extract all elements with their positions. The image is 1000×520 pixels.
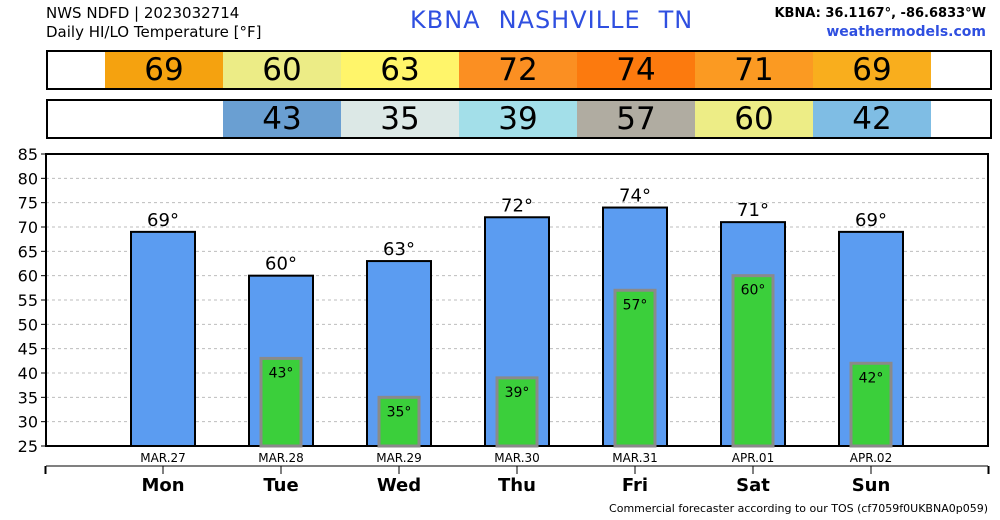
high-bar-label: 71° xyxy=(737,200,769,221)
date-label: MAR.31 xyxy=(612,451,658,465)
day-label: Mon xyxy=(141,475,184,496)
station-title: KBNA NASHVILLE TN xyxy=(410,6,711,34)
station-code: KBNA xyxy=(410,6,481,34)
high-temp-cell: 71 xyxy=(695,52,813,88)
low-bar xyxy=(495,376,539,448)
y-tick-label: 35 xyxy=(18,388,38,407)
low-bar-label: 35° xyxy=(387,404,412,420)
product-label: Daily HI/LO Temperature [°F] xyxy=(46,23,262,41)
high-temp-cell: 69 xyxy=(105,52,223,88)
high-temp-cell: 72 xyxy=(459,52,577,88)
high-bar-label: 69° xyxy=(855,210,887,231)
header-info: NWS NDFD | 2023032714 Daily HI/LO Temper… xyxy=(46,4,262,42)
low-temp-strip: 43 35 39 57 60 42 xyxy=(46,99,992,139)
low-bar-label: 39° xyxy=(505,385,530,401)
high-bar xyxy=(130,230,196,447)
y-tick-label: 85 xyxy=(18,145,38,164)
y-tick-label: 75 xyxy=(18,194,38,213)
day-label: Fri xyxy=(622,475,648,496)
low-bar xyxy=(377,395,421,448)
y-tick-label: 25 xyxy=(18,437,38,456)
high-bar-label: 60° xyxy=(265,254,297,275)
low-bar xyxy=(849,361,893,448)
coordinates-label: KBNA: 36.1167°, -86.6833°W xyxy=(774,6,986,21)
low-bar-label: 42° xyxy=(859,370,884,386)
date-label: MAR.29 xyxy=(376,451,422,465)
low-bar xyxy=(613,288,657,448)
y-tick-label: 30 xyxy=(18,413,38,432)
site-link[interactable]: weathermodels.com xyxy=(826,24,986,40)
y-tick-label: 50 xyxy=(18,315,38,334)
low-bar-label: 43° xyxy=(269,365,294,381)
low-temp-cell: 57 xyxy=(577,101,695,137)
low-temp-cell: 35 xyxy=(341,101,459,137)
low-bar xyxy=(259,356,303,448)
low-temp-cell: 42 xyxy=(813,101,931,137)
y-tick-label: 65 xyxy=(18,242,38,261)
high-bar-label: 72° xyxy=(501,195,533,216)
y-tick-label: 40 xyxy=(18,364,38,383)
low-bar-label: 60° xyxy=(741,283,766,299)
day-label: Thu xyxy=(498,475,536,496)
y-tick-label: 45 xyxy=(18,340,38,359)
y-tick-label: 70 xyxy=(18,218,38,237)
day-label: Wed xyxy=(377,475,421,496)
high-temp-cell: 60 xyxy=(223,52,341,88)
date-label: APR.02 xyxy=(850,451,892,465)
high-temp-cell: 69 xyxy=(813,52,931,88)
low-bar xyxy=(731,274,775,448)
high-temp-strip: 69 60 63 72 74 71 69 xyxy=(46,50,992,90)
day-label: Sat xyxy=(736,475,770,496)
date-label: MAR.28 xyxy=(258,451,304,465)
footer-note: Commercial forecaster according to our T… xyxy=(609,502,988,515)
date-label: MAR.27 xyxy=(140,451,186,465)
low-temp-cell xyxy=(105,101,223,137)
state-code: TN xyxy=(658,6,694,34)
high-bar-label: 69° xyxy=(147,210,179,231)
date-label: APR.01 xyxy=(732,451,774,465)
low-bar-label: 57° xyxy=(623,297,648,313)
model-run-label: NWS NDFD | 2023032714 xyxy=(46,4,240,22)
header-right: KBNA: 36.1167°, -86.6833°W weathermodels… xyxy=(774,4,986,42)
low-temp-cell: 39 xyxy=(459,101,577,137)
y-tick-label: 55 xyxy=(18,291,38,310)
high-temp-cell: 74 xyxy=(577,52,695,88)
y-tick-label: 80 xyxy=(18,169,38,188)
date-label: MAR.30 xyxy=(494,451,540,465)
low-temp-cell: 43 xyxy=(223,101,341,137)
high-temp-cell: 63 xyxy=(341,52,459,88)
y-tick-label: 60 xyxy=(18,267,38,286)
day-label: Sun xyxy=(852,475,891,496)
low-temp-cell: 60 xyxy=(695,101,813,137)
high-bar-label: 63° xyxy=(383,239,415,260)
city-name: NASHVILLE xyxy=(498,6,641,34)
high-bar-label: 74° xyxy=(619,186,651,207)
day-label: Tue xyxy=(263,475,298,496)
